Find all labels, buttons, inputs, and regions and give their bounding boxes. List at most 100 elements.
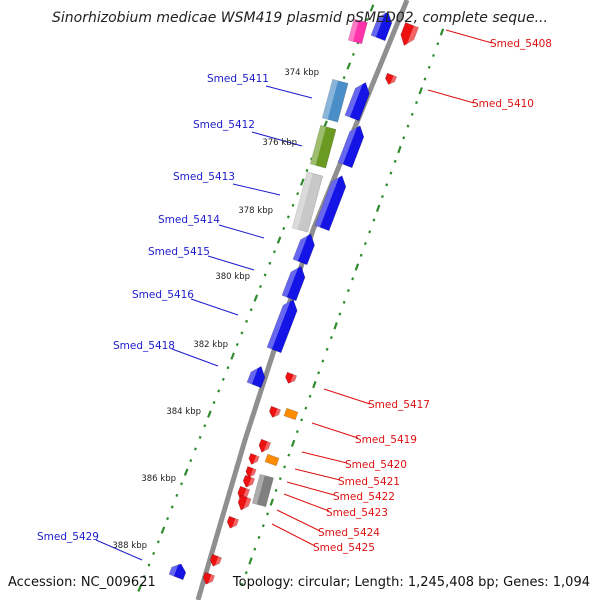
outer-tick-track	[346, 289, 350, 293]
forward-label-leader	[207, 255, 255, 271]
outer-tick-track	[359, 253, 363, 257]
kbp-label: 386 kbp	[141, 474, 176, 484]
inner-tick-track	[268, 261, 272, 265]
kbp-label: 376 kbp	[262, 138, 297, 148]
feature-block-olive-shine	[310, 125, 327, 166]
reverse-gene-arrow	[209, 553, 223, 567]
inner-tick-track	[253, 294, 259, 302]
inner-tick-track	[323, 120, 328, 128]
forward-gene-arrow-shine	[344, 82, 366, 118]
inner-tick-track	[276, 236, 282, 244]
forward-gene-arrow-shine	[337, 125, 361, 165]
reverse-gene-arrow	[248, 452, 260, 465]
inner-tick-track	[272, 250, 276, 254]
outer-tick-track	[248, 557, 253, 565]
kbp-label: 384 kbp	[166, 407, 201, 417]
feature-block-darkgrey-shape	[251, 473, 274, 508]
reverse-gene-arrow-shape	[248, 452, 260, 465]
orange-feature	[283, 407, 299, 421]
reverse-gene-label: Smed_5410	[472, 98, 534, 110]
reverse-label-leader	[271, 523, 316, 547]
reverse-gene-arrow-shape	[258, 438, 272, 453]
outer-tick-track	[283, 465, 287, 469]
orange-feature-shape	[283, 407, 299, 421]
forward-gene-arrow	[314, 175, 347, 232]
reverse-gene-arrow	[285, 371, 298, 384]
outer-tick-track	[278, 477, 282, 481]
outer-tick-track	[406, 124, 410, 128]
reverse-gene-arrow-shape	[242, 474, 256, 488]
kbp-label: 382 kbp	[193, 340, 228, 350]
inner-tick-track	[299, 178, 305, 186]
inner-tick-track	[189, 459, 193, 463]
feature-block-grey	[291, 171, 324, 233]
reverse-label-leader	[276, 509, 321, 532]
inner-tick-track	[198, 435, 202, 439]
outer-tick-track	[439, 28, 445, 36]
reverse-gene-arrow	[245, 465, 257, 478]
outer-tick-track	[257, 535, 261, 539]
kbp-label: 378 kbp	[238, 206, 273, 216]
forward-gene-arrow	[344, 82, 370, 122]
outer-tick-track	[436, 42, 440, 46]
forward-gene-arrow	[246, 365, 266, 389]
forward-gene-arrow-shape	[370, 11, 393, 42]
reverse-gene-arrow-shape	[269, 405, 282, 418]
inner-tick-track	[175, 493, 179, 497]
rna-feature-pink-shape	[347, 18, 368, 45]
outer-tick-track	[380, 194, 384, 199]
inner-tick-track	[342, 76, 346, 80]
forward-gene-label: Smed_5429	[37, 531, 99, 543]
inner-tick-track	[235, 342, 239, 347]
forward-label-leader	[232, 183, 281, 196]
outer-tick-track	[423, 77, 427, 81]
reverse-label-leader	[445, 29, 493, 44]
forward-label-leader	[251, 131, 303, 147]
forward-gene-label: Smed_5416	[132, 289, 194, 301]
reverse-gene-arrow-shape	[237, 494, 252, 511]
outer-tick-track	[393, 159, 397, 163]
forward-gene-arrow-shape	[246, 365, 266, 389]
feature-block-grey-shape	[291, 171, 324, 233]
outer-tick-track	[389, 171, 393, 175]
feature-block-olive-shape	[309, 124, 337, 169]
inner-tick-track	[160, 526, 166, 534]
feature-block-steelblue	[321, 78, 349, 123]
reverse-gene-label: Smed_5408	[490, 38, 552, 50]
outer-tick-track	[240, 582, 244, 586]
forward-gene-arrow	[168, 563, 187, 581]
outer-tick-track	[385, 183, 389, 187]
forward-gene-arrow-shine	[292, 233, 311, 262]
reverse-gene-label: Smed_5421	[338, 476, 400, 488]
reverse-gene-arrow-shine	[272, 408, 281, 418]
forward-gene-arrow-shape	[314, 175, 347, 232]
inner-tick-track	[156, 540, 160, 544]
feature-block-steelblue-shine	[322, 79, 339, 120]
outer-tick-track	[372, 218, 376, 222]
reverse-gene-arrow	[258, 438, 272, 453]
reverse-gene-label: Smed_5425	[313, 542, 375, 554]
forward-gene-arrow-shape	[281, 265, 306, 302]
forward-gene-arrow-shape	[266, 299, 298, 354]
inner-tick-track	[152, 551, 156, 555]
reverse-gene-arrow-shape	[202, 571, 216, 585]
reverse-gene-arrow-shine	[240, 488, 250, 501]
outer-tick-track	[295, 430, 299, 434]
inner-tick-track	[217, 389, 221, 393]
forward-gene-label: Smed_5413	[173, 171, 235, 183]
forward-gene-arrow-shape	[168, 563, 187, 581]
reverse-gene-arrow	[237, 494, 252, 511]
reverse-gene-arrow	[242, 474, 256, 488]
outer-tick-track	[368, 230, 372, 234]
inner-tick-track	[212, 400, 216, 405]
kbp-scale-labels: 374 kbp 376 kbp 378 kbp 380 kbp 382 kbp 384 k…	[112, 68, 319, 551]
reverse-label-leader	[323, 388, 371, 405]
outer-tick-track	[397, 145, 402, 154]
outer-tick-track	[402, 136, 406, 140]
outer-tick-track	[274, 488, 278, 492]
inner-tick-track	[291, 203, 295, 207]
outer-tick-track	[304, 406, 308, 410]
inner-tick-track	[351, 52, 355, 56]
reverse-gene-arrow-shape	[285, 371, 298, 384]
